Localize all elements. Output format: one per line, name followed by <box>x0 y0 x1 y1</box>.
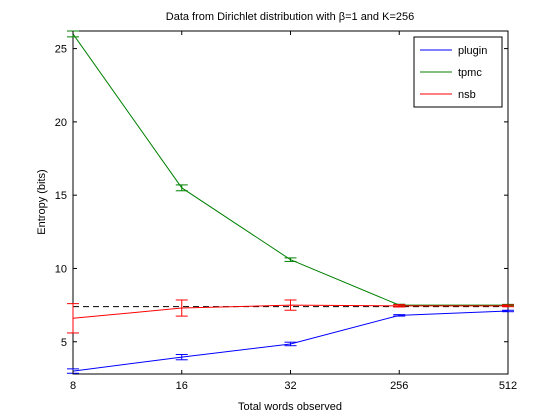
error-bar <box>175 184 188 192</box>
error-bar <box>67 303 79 334</box>
error-bar <box>284 257 297 262</box>
series-plugin <box>67 309 514 374</box>
x-tick-label: 8 <box>70 380 76 392</box>
error-bar <box>175 354 188 361</box>
y-tick-label: 20 <box>55 117 67 129</box>
y-tick-label: 25 <box>55 44 67 56</box>
error-bar <box>393 304 406 308</box>
error-bar <box>284 299 297 311</box>
x-tick-label: 16 <box>176 380 188 392</box>
legend-label: nsb <box>458 89 476 101</box>
error-bar <box>175 299 188 317</box>
y-axis-label: Entropy (bits) <box>36 169 48 234</box>
series-nsb <box>67 299 514 334</box>
legend-item-nsb: nsb <box>420 89 476 101</box>
x-axis-label: Total words observed <box>238 401 342 413</box>
legend-label: tpmc <box>458 67 482 79</box>
y-tick-label: 15 <box>55 190 67 202</box>
error-bar <box>502 304 514 308</box>
legend: plugin tpmc nsb <box>413 36 503 108</box>
x-tick-label: 32 <box>284 380 296 392</box>
error-bar <box>502 309 514 313</box>
y-tick-label: 5 <box>61 337 67 349</box>
legend-item-plugin: plugin <box>420 45 487 57</box>
y-tick-label: 10 <box>55 263 67 275</box>
x-tick-label: 256 <box>390 380 408 392</box>
legend-label: plugin <box>458 45 487 57</box>
chart-title: Data from Dirichlet distribution with β=… <box>166 11 414 23</box>
x-tick-label: 512 <box>499 380 517 392</box>
error-bar <box>393 314 406 317</box>
legend-item-tpmc: tpmc <box>420 67 482 79</box>
error-bar <box>284 341 297 347</box>
